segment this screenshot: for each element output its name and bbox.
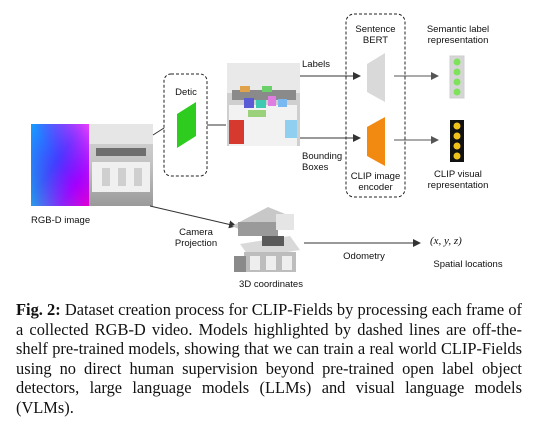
clip-visual-label: CLIP visual representation [415,169,501,191]
detic-label: Detic [166,87,206,98]
sentence-bert-trapezoid [367,53,385,102]
semantic-label: Semantic label representation [415,24,501,46]
detic-trapezoid [177,102,196,148]
coords-label: 3D coordinates [228,279,314,290]
labeled-image [227,63,300,146]
figure-caption: Fig. 2: Dataset creation process for CLI… [16,300,522,418]
caption-prefix: Fig. 2: [16,300,61,319]
arrow-to-detic [153,128,164,135]
caption-text: Dataset creation process for CLIP-Fields… [16,300,522,417]
sentence-bert-label: Sentence BERT [346,24,405,46]
xyz-label: (x, y, z) [430,236,480,247]
rgbd-image [31,124,153,206]
bounding-boxes-label: Bounding Boxes [302,151,352,173]
pipeline-figure: RGB-D image Detic Labels Bounding Boxes … [0,0,537,300]
rgbd-label: RGB-D image [31,215,101,226]
odometry-label: Odometry [334,251,394,262]
spatial-label: Spatial locations [423,259,513,270]
point-cloud [232,207,300,272]
arrow-to-3d [150,206,236,226]
labels-label: Labels [302,59,342,70]
clip-vector [450,120,464,162]
clip-encoder-trapezoid [367,117,385,166]
semantic-vector [450,56,464,98]
clip-encoder-label: CLIP image encoder [342,171,409,193]
camera-projection-label: Camera Projection [164,227,228,249]
